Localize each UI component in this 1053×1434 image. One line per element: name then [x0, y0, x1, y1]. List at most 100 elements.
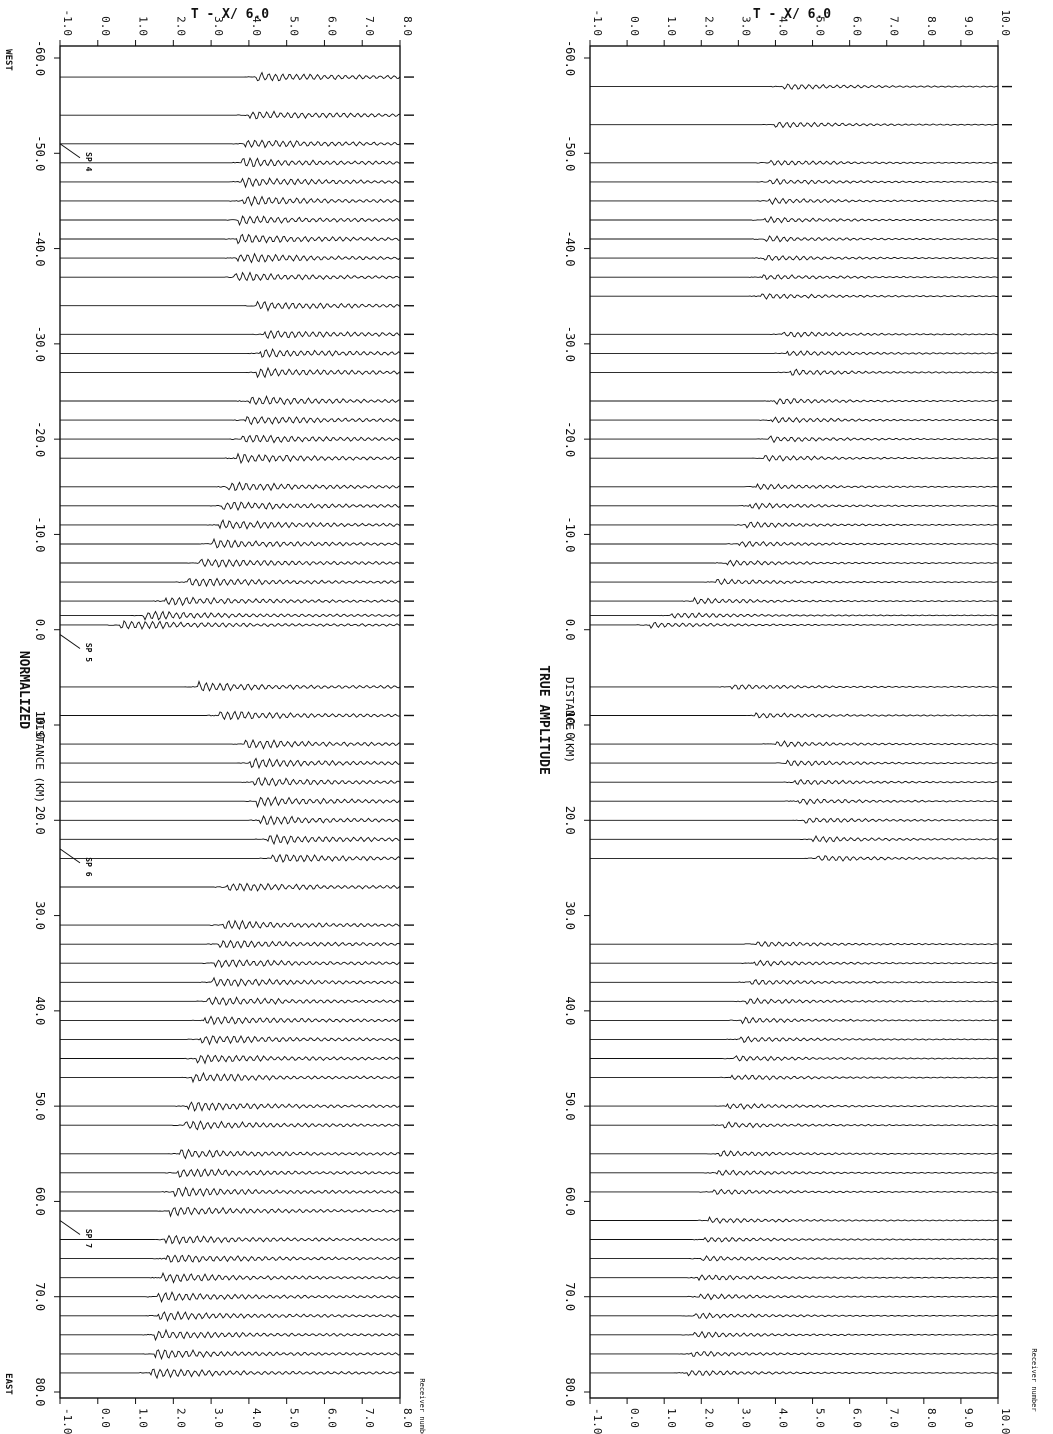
- distance-tick-label: 10.0: [33, 711, 47, 740]
- seismic-trace: [60, 1206, 401, 1218]
- seismic-trace: [590, 1150, 998, 1157]
- time-tick-label: 10.0: [999, 1408, 1012, 1434]
- seismic-trace: [590, 997, 998, 1005]
- seismic-trace: [60, 1186, 401, 1198]
- time-tick-label: 6.0: [325, 16, 338, 36]
- seismic-trace: [60, 1349, 401, 1361]
- normalized-distance-ticks: -60.0 -50.0 -40.0 -30.0 -20.0 -10.0 0.0 10.0 20.…: [33, 40, 60, 1407]
- seismic-trace: [60, 434, 401, 444]
- time-tick-label: -1.0: [591, 10, 604, 37]
- time-tick-label: 4.0: [250, 16, 263, 36]
- seismic-trace: [60, 395, 401, 406]
- seismic-trace: [60, 329, 401, 340]
- time-tick-label: 1.0: [665, 1408, 678, 1428]
- seismic-trace: [60, 558, 401, 568]
- distance-tick-label: -60.0: [33, 40, 47, 76]
- distance-tick-label: -40.0: [33, 231, 47, 267]
- time-tick-label: 0.0: [99, 16, 112, 36]
- time-tick-label: 7.0: [888, 1408, 901, 1428]
- seismic-trace: [590, 1312, 998, 1320]
- seismic-trace: [590, 959, 998, 967]
- seismic-trace: [590, 502, 998, 510]
- distance-tick-label: 40.0: [33, 996, 47, 1025]
- true-amplitude-frame: [589, 45, 999, 1399]
- true-amplitude-traces: [590, 83, 1012, 1377]
- seismic-trace: [590, 331, 998, 338]
- shot-point-label: SP 5: [84, 643, 93, 662]
- distance-tick-label: 0.0: [33, 619, 47, 641]
- seismic-trace: [60, 156, 401, 168]
- seismic-trace: [590, 798, 998, 806]
- time-tick-label: 8.0: [401, 1408, 414, 1428]
- seismic-trace: [60, 110, 401, 120]
- seismic-trace: [590, 215, 998, 224]
- seismic-trace: [60, 71, 401, 82]
- distance-tick-label: 60.0: [563, 1187, 577, 1216]
- time-tick-label: 0.0: [99, 1408, 112, 1428]
- time-tick-label: 3.0: [212, 16, 225, 36]
- distance-tick-label: 80.0: [563, 1378, 577, 1407]
- time-tick-label: 6.0: [851, 1408, 864, 1428]
- seismic-trace: [590, 712, 998, 719]
- time-tick-label: 8.0: [401, 16, 414, 36]
- distance-tick-label: 40.0: [563, 996, 577, 1025]
- seismic-trace: [60, 596, 400, 607]
- distance-tick-label: -30.0: [33, 326, 47, 362]
- true-amplitude-distance-label: DISTANCE (KM): [563, 677, 576, 763]
- seismic-trace: [590, 1293, 998, 1301]
- seismic-trace: [590, 454, 998, 462]
- seismic-trace: [590, 1055, 998, 1062]
- distance-tick-label: 50.0: [563, 1092, 577, 1121]
- distance-tick-label: -50.0: [33, 135, 47, 171]
- seismic-trace: [60, 518, 401, 530]
- seismic-trace: [60, 1254, 401, 1263]
- true-amplitude-station-header: Receiver number: [1030, 1348, 1038, 1411]
- seismic-trace: [590, 835, 998, 844]
- distance-tick-label: -50.0: [563, 135, 577, 171]
- distance-tick-label: 60.0: [33, 1187, 47, 1216]
- distance-tick-label: -20.0: [33, 421, 47, 457]
- seismic-trace: [590, 121, 998, 129]
- time-tick-label: 3.0: [739, 1408, 752, 1428]
- shot-point-pointer: [59, 848, 81, 864]
- seismic-trace: [60, 738, 401, 750]
- time-tick-label: 2.0: [702, 1408, 715, 1428]
- time-tick-label: 2.0: [174, 16, 187, 36]
- seismic-trace: [590, 1169, 998, 1176]
- seismic-trace: [60, 366, 401, 379]
- seismic-trace: [590, 940, 998, 947]
- true-amplitude-label: TRUE AMPLITUDE: [536, 665, 551, 775]
- seismic-trace: [590, 540, 998, 548]
- time-tick-label: 8.0: [925, 1408, 938, 1428]
- time-tick-label: 6.0: [851, 16, 864, 36]
- time-tick-label: 0.0: [628, 1408, 641, 1428]
- seismic-trace: [60, 481, 401, 492]
- seismic-trace: [60, 680, 401, 692]
- time-tick-label: 4.0: [776, 1408, 789, 1428]
- seismic-trace: [590, 1330, 998, 1339]
- seismic-trace: [590, 1103, 998, 1110]
- seismic-trace: [60, 415, 401, 426]
- seismic-trace: [60, 1015, 401, 1026]
- seismic-trace: [60, 271, 401, 282]
- seismic-trace: [590, 817, 998, 824]
- normalized-time-axis-title: T - X/ 6.0: [191, 7, 269, 22]
- distance-tick-label: 70.0: [563, 1282, 577, 1311]
- distance-tick-label: 30.0: [33, 901, 47, 930]
- seismic-trace: [590, 255, 998, 261]
- shot-point-label: SP 7: [84, 1229, 93, 1248]
- seismic-trace: [60, 1168, 401, 1178]
- seismic-trace: [590, 274, 998, 280]
- seismic-trace: [590, 350, 998, 356]
- time-tick-label: 4.0: [776, 16, 789, 36]
- seismic-trace: [60, 1120, 401, 1131]
- seismic-trace: [60, 300, 401, 313]
- seismic-trace: [60, 215, 401, 227]
- seismic-trace: [590, 559, 998, 567]
- seismic-trace: [590, 578, 998, 586]
- distance-tick-label: 80.0: [33, 1378, 47, 1407]
- time-tick-label: 0.0: [628, 16, 641, 36]
- seismic-trace: [60, 233, 401, 245]
- distance-tick-label: 20.0: [563, 806, 577, 835]
